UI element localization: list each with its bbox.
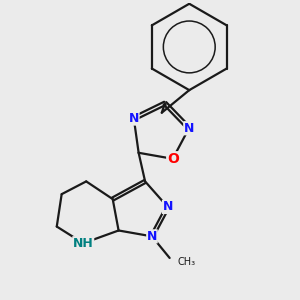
Text: O: O bbox=[167, 152, 179, 166]
Text: N: N bbox=[129, 112, 139, 125]
Text: N: N bbox=[147, 230, 157, 243]
Text: N: N bbox=[184, 122, 194, 135]
Text: CH₃: CH₃ bbox=[178, 257, 196, 267]
Text: NH: NH bbox=[73, 237, 94, 250]
Text: N: N bbox=[163, 200, 173, 213]
